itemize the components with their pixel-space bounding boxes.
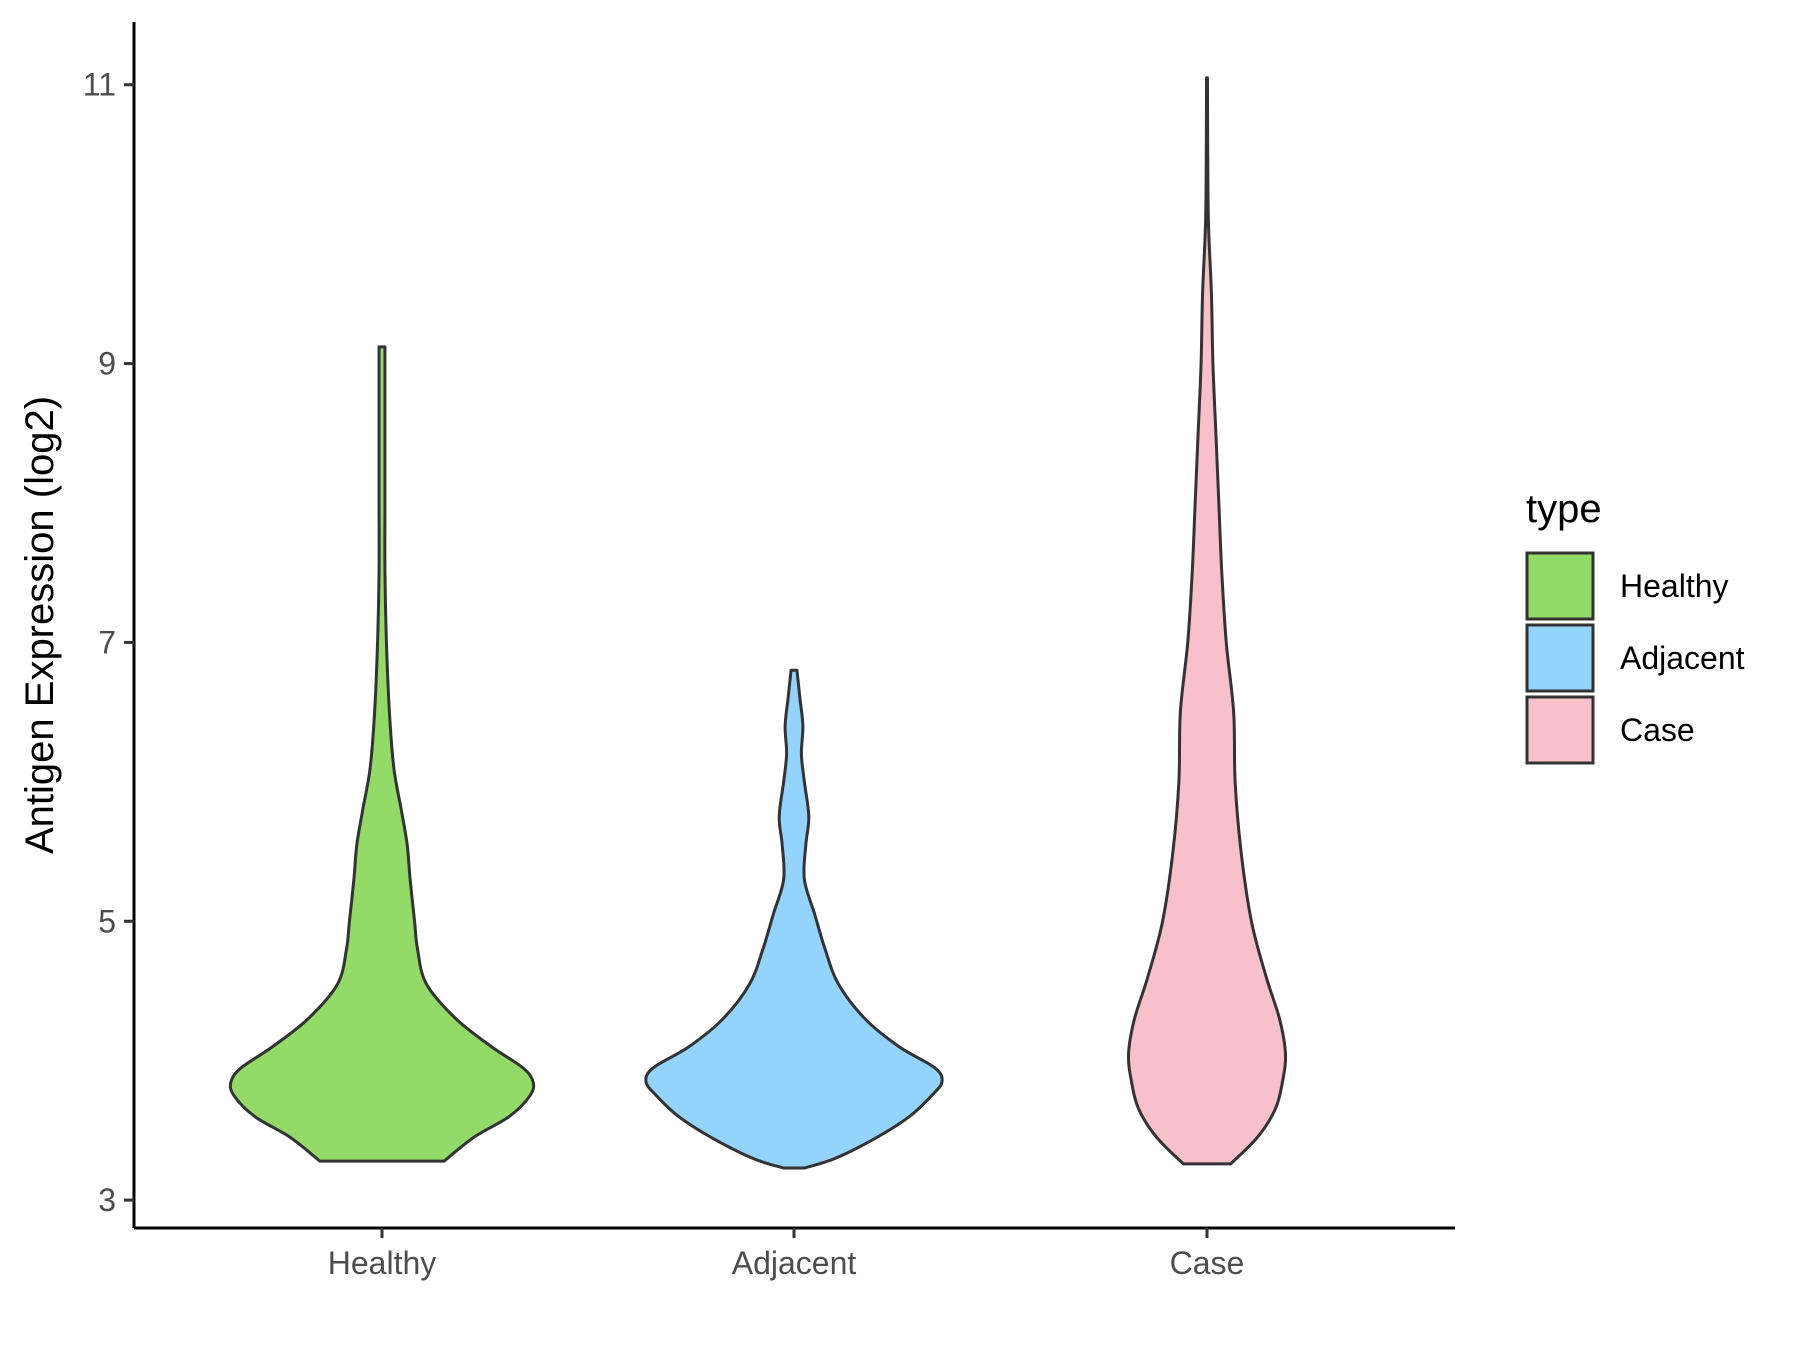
legend-label-case: Case <box>1620 712 1695 748</box>
violin-case <box>1126 76 1288 1166</box>
violin-healthy <box>228 345 536 1163</box>
legend-key-case <box>1525 695 1595 765</box>
legend-label-healthy: Healthy <box>1620 568 1729 604</box>
legend-key-healthy <box>1525 551 1595 621</box>
legend-key-adjacent <box>1525 623 1595 693</box>
violin-adjacent <box>644 668 944 1170</box>
x-tick-label: Healthy <box>328 1245 437 1281</box>
y-ticks: 3 5 7 9 11 <box>83 67 134 1218</box>
x-tick-label: Case <box>1170 1245 1245 1281</box>
y-tick-label: 3 <box>98 1182 116 1218</box>
legend-title: type <box>1526 487 1602 531</box>
legend-items: Healthy Adjacent Case <box>1525 551 1745 765</box>
y-tick-label: 7 <box>98 624 116 660</box>
violins-layer <box>228 76 1288 1170</box>
x-ticks: Healthy Adjacent Case <box>328 1228 1245 1281</box>
legend-label-adjacent: Adjacent <box>1620 640 1745 676</box>
y-tick-label: 5 <box>98 903 116 939</box>
y-tick-label: 9 <box>98 346 116 382</box>
y-axis-title: Antigen Expression (log2) <box>18 396 62 854</box>
x-tick-label: Adjacent <box>732 1245 857 1281</box>
legend: type Healthy Adjacent Case <box>1525 487 1745 765</box>
y-tick-label: 11 <box>83 67 116 103</box>
axes-layer: 3 5 7 9 11 Healthy Adjacent Case <box>83 22 1455 1281</box>
